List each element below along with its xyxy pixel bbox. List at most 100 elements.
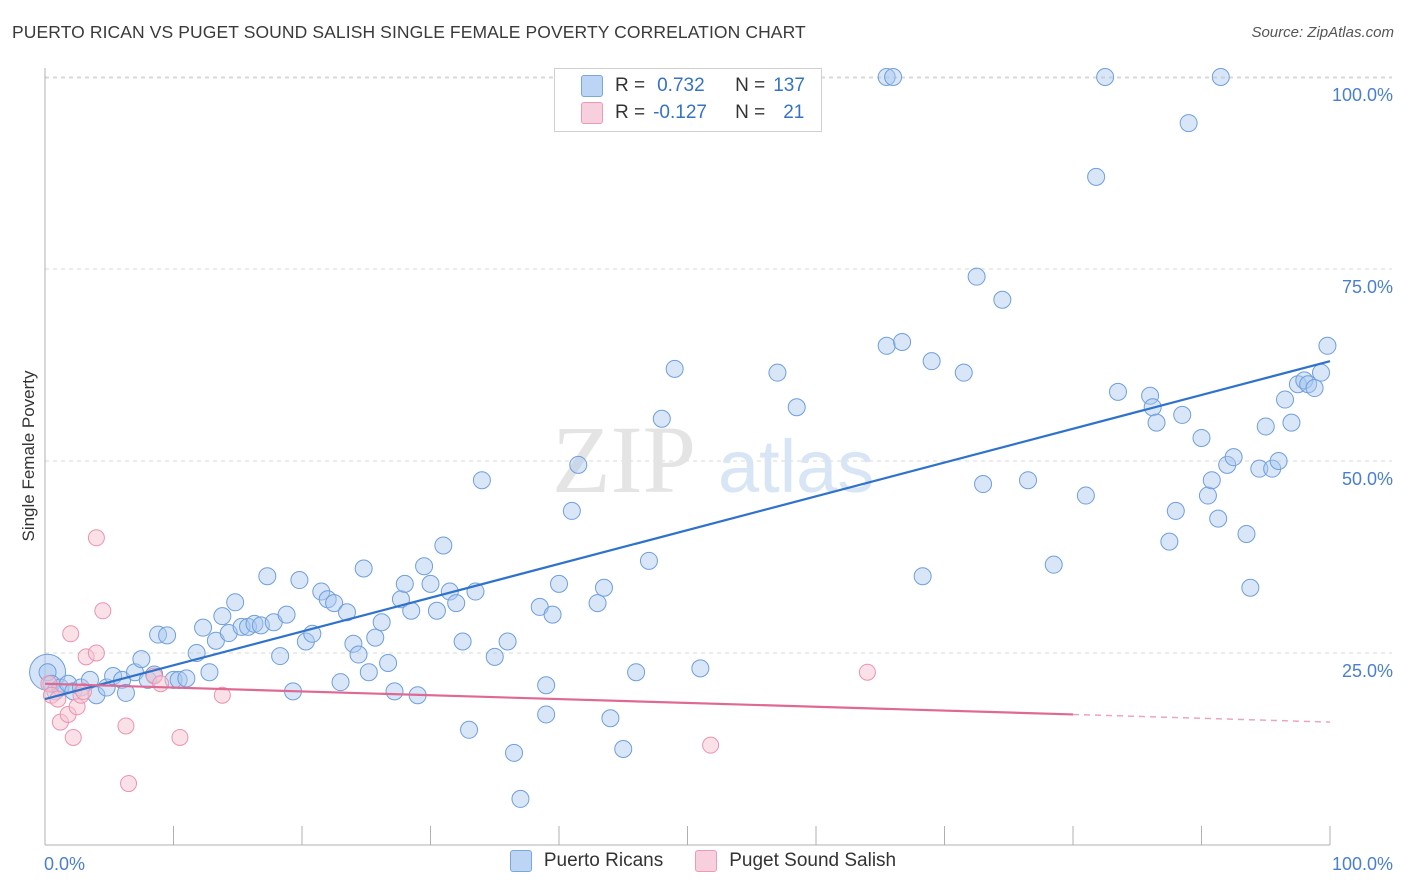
legend-r-label: R = bbox=[615, 75, 646, 96]
trend-lines bbox=[44, 360, 1331, 723]
legend-n-value: 137 bbox=[773, 75, 805, 96]
data-point-puerto-ricans bbox=[562, 501, 581, 520]
axis-labels: Single Female Poverty 25.0% 50.0% 75.0% 100… bbox=[19, 85, 1393, 874]
data-point-puerto-ricans bbox=[372, 613, 391, 632]
data-point-puerto-ricans bbox=[1224, 448, 1243, 467]
x-tick-label-min: 0.0% bbox=[44, 854, 85, 874]
data-point-puerto-ricans bbox=[1237, 524, 1256, 543]
data-point-puerto-ricans bbox=[1241, 578, 1260, 597]
y-tick-label: 75.0% bbox=[1342, 277, 1393, 297]
data-point-puerto-ricans bbox=[1211, 68, 1230, 86]
data-point-puerto-ricans bbox=[569, 455, 588, 474]
data-point-puerto-ricans bbox=[639, 551, 658, 570]
y-tick-label: 50.0% bbox=[1342, 469, 1393, 489]
legend-swatch-blue bbox=[581, 75, 603, 97]
data-point-puerto-ricans bbox=[1179, 114, 1198, 133]
data-point-puget-sound-salish bbox=[94, 602, 112, 620]
data-point-puerto-ricans bbox=[1202, 471, 1221, 490]
data-point-puerto-ricans bbox=[1160, 532, 1179, 551]
data-point-puerto-ricans bbox=[427, 601, 446, 620]
data-point-puerto-ricans bbox=[1209, 509, 1228, 528]
data-point-puerto-ricans bbox=[453, 632, 472, 651]
data-point-puerto-ricans bbox=[893, 332, 912, 351]
data-point-puerto-ricans bbox=[271, 647, 290, 666]
data-point-puerto-ricans bbox=[349, 645, 368, 664]
legend-r-label: R = bbox=[615, 102, 646, 123]
data-point-puerto-ricans bbox=[594, 578, 613, 597]
data-point-puerto-ricans bbox=[472, 471, 491, 490]
data-point-puerto-ricans bbox=[344, 634, 363, 653]
data-point-puerto-ricans bbox=[1305, 379, 1324, 398]
data-point-puerto-ricans bbox=[550, 574, 568, 593]
data-point-puget-sound-salish bbox=[64, 728, 82, 746]
data-point-puerto-ricans bbox=[1108, 382, 1127, 401]
data-point-puerto-ricans bbox=[116, 683, 135, 702]
data-point-puerto-ricans bbox=[158, 626, 177, 645]
grid-lines bbox=[45, 76, 1392, 654]
data-point-puerto-ricans bbox=[447, 594, 466, 613]
data-point-puerto-ricans bbox=[1076, 486, 1095, 505]
y-tick-label: 25.0% bbox=[1342, 661, 1393, 681]
data-point-puerto-ricans bbox=[366, 628, 385, 647]
data-point-puerto-ricans bbox=[768, 363, 787, 382]
data-point-puerto-ricans bbox=[1318, 336, 1337, 355]
data-point-puerto-ricans bbox=[1141, 386, 1160, 405]
data-point-puerto-ricans bbox=[601, 709, 620, 728]
trend-line-puget-sound-salish-extension bbox=[1072, 713, 1331, 723]
legend-swatch-pink bbox=[581, 102, 603, 124]
data-point-puerto-ricans bbox=[884, 68, 903, 86]
watermark: ZIP atlas bbox=[552, 406, 874, 513]
data-point-puerto-ricans bbox=[691, 659, 710, 678]
chart-title: PUERTO RICAN VS PUGET SOUND SALISH SINGL… bbox=[12, 22, 806, 42]
legend-n-value: 21 bbox=[783, 102, 805, 123]
data-point-puerto-ricans bbox=[415, 557, 434, 576]
data-points bbox=[29, 68, 1337, 808]
data-point-puerto-ricans bbox=[325, 594, 344, 613]
data-point-puerto-ricans bbox=[922, 352, 941, 371]
legend-n-label: N = bbox=[735, 75, 766, 96]
data-point-puget-sound-salish bbox=[152, 675, 170, 693]
data-point-puerto-ricans bbox=[652, 409, 671, 428]
data-point-puget-sound-salish bbox=[87, 529, 105, 547]
legend-item-label: Puget Sound Salish bbox=[729, 850, 897, 871]
data-point-puerto-ricans bbox=[385, 682, 404, 701]
data-point-puerto-ricans bbox=[1282, 413, 1301, 432]
data-point-puerto-ricans bbox=[354, 559, 373, 578]
data-point-puget-sound-salish bbox=[117, 717, 135, 735]
axes bbox=[44, 68, 1331, 846]
data-point-puerto-ricans bbox=[537, 676, 556, 695]
data-point-puerto-ricans bbox=[277, 605, 296, 624]
data-point-puerto-ricans bbox=[132, 650, 151, 669]
watermark-atlas: atlas bbox=[718, 425, 874, 508]
data-point-puerto-ricans bbox=[331, 673, 350, 692]
legend-r-value: -0.127 bbox=[653, 102, 707, 123]
data-point-puerto-ricans bbox=[485, 647, 504, 666]
data-point-puerto-ricans bbox=[1147, 413, 1166, 432]
data-point-puerto-ricans bbox=[434, 536, 453, 555]
data-point-puerto-ricans bbox=[1087, 167, 1106, 186]
data-point-puerto-ricans bbox=[1096, 68, 1115, 86]
data-point-puerto-ricans bbox=[312, 582, 331, 601]
data-point-puerto-ricans bbox=[258, 567, 277, 586]
watermark-zip: ZIP bbox=[552, 406, 696, 513]
data-point-puerto-ricans bbox=[177, 669, 196, 688]
legend-swatch-pink bbox=[695, 850, 718, 872]
legend-swatch-blue bbox=[509, 850, 532, 872]
data-point-puerto-ricans bbox=[974, 475, 993, 494]
data-point-puerto-ricans bbox=[954, 363, 973, 382]
data-point-puerto-ricans bbox=[226, 593, 245, 612]
data-point-puerto-ricans bbox=[967, 267, 986, 286]
legend-item-puerto-ricans: Puerto Ricans bbox=[509, 850, 663, 872]
data-point-puerto-ricans bbox=[1250, 459, 1269, 478]
legend-row-puerto-ricans: R = 0.732 N = 137 bbox=[581, 73, 805, 99]
data-point-puerto-ricans bbox=[1269, 452, 1288, 470]
data-point-puget-sound-salish bbox=[62, 625, 80, 643]
trend-line-puerto-ricans bbox=[44, 360, 1331, 701]
data-point-puget-sound-salish bbox=[87, 644, 105, 662]
y-tick-label: 100.0% bbox=[1332, 85, 1393, 105]
data-point-puerto-ricans bbox=[1192, 428, 1211, 447]
stats-legend: R = 0.732 N = 137 R = -0.127 N = 21 bbox=[554, 68, 822, 132]
y-axis-title: Single Female Poverty bbox=[19, 370, 38, 542]
data-point-puerto-ricans bbox=[200, 663, 219, 682]
data-point-puerto-ricans bbox=[511, 789, 530, 808]
